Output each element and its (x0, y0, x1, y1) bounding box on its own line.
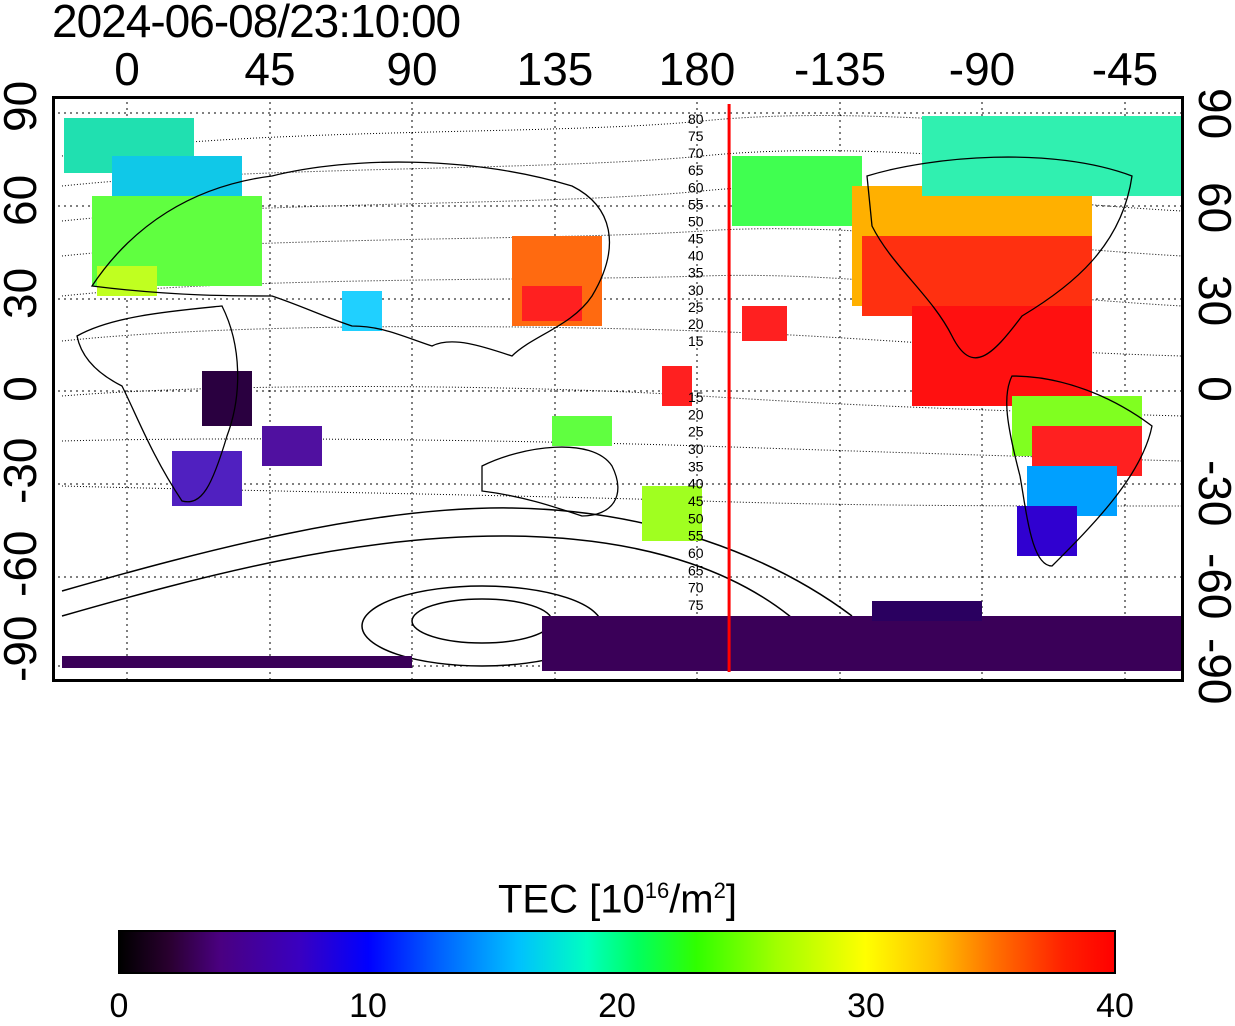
colorbar-gradient (118, 930, 1116, 974)
contour-label: 45 (688, 231, 704, 247)
timestamp-title: 2024-06-08/23:10:00 (52, 0, 461, 47)
x-tick-top: -135 (793, 43, 887, 95)
y-tick-right: 90 (1189, 88, 1235, 140)
colorbar-title-close: ] (725, 877, 737, 922)
colorbar-tick: 0 (109, 987, 129, 1025)
colorbar-tick: 40 (1096, 987, 1134, 1025)
y-tick-left: 60 (0, 174, 46, 226)
contour-label: 15 (688, 389, 704, 405)
y-tick-right: 0 (1189, 367, 1235, 411)
colorbar-tick: 10 (349, 987, 387, 1025)
contour-label: 30 (688, 441, 704, 457)
y-tick-left: 30 (0, 267, 46, 319)
contour-labels: 8075706560555045403530252015152025303540… (688, 111, 704, 613)
contour-label: 65 (688, 162, 704, 178)
colorbar-title-main: TEC [10 (497, 877, 645, 922)
colorbar-title-unit-exponent: 2 (713, 878, 726, 903)
tec-data-regions (62, 116, 1182, 671)
contour-label: 25 (688, 424, 704, 440)
contour-label: 55 (688, 196, 704, 212)
contour-label: 30 (688, 282, 704, 298)
contour-label: 20 (688, 406, 704, 422)
contour-label: 60 (688, 179, 704, 195)
y-tick-right: 30 (1189, 275, 1235, 327)
x-tick-top: 90 (386, 43, 438, 95)
x-tick-top: 180 (658, 43, 736, 95)
x-tick-top: 0 (114, 43, 140, 95)
colorbar-tick: 20 (598, 987, 636, 1025)
y-tick-right: 60 (1189, 182, 1235, 234)
contour-label: 40 (688, 476, 704, 492)
colorbar-title-unit: /m (669, 877, 714, 922)
south-pole-contours (61, 507, 853, 667)
contour-label: 70 (688, 145, 704, 161)
contour-label: 15 (688, 333, 704, 349)
x-tick-top: -45 (1091, 43, 1159, 95)
contour-label: 35 (688, 458, 704, 474)
y-tick-right: -90 (1189, 638, 1235, 705)
contour-label: 70 (688, 580, 704, 596)
colorbar-tick: 30 (847, 987, 885, 1025)
y-tick-left: 0 (0, 367, 46, 411)
contour-label: 40 (688, 248, 704, 264)
y-tick-left: -30 (0, 437, 46, 504)
coastlines (76, 156, 1153, 567)
y-tick-left: -90 (0, 615, 46, 682)
x-tick-top: 135 (516, 43, 594, 95)
contour-label: 65 (688, 562, 704, 578)
contour-label: 60 (688, 545, 704, 561)
colorbar-title: TEC [1016/m2] (0, 868, 1235, 922)
contour-label: 75 (688, 128, 704, 144)
contour-label: 45 (688, 493, 704, 509)
y-tick-left: -60 (0, 530, 46, 597)
y-tick-right: -30 (1189, 460, 1235, 527)
contour-label: 75 (688, 597, 704, 613)
contour-label: 25 (688, 299, 704, 315)
y-tick-left: 90 (0, 80, 46, 132)
contour-label: 80 (688, 111, 704, 127)
contour-label: 35 (688, 265, 704, 281)
map-frame (52, 96, 1184, 682)
colorbar-title-exponent: 16 (644, 878, 670, 903)
contour-label: 50 (688, 213, 704, 229)
contour-label: 20 (688, 316, 704, 332)
y-tick-right: -60 (1189, 553, 1235, 620)
contour-label: 50 (688, 510, 704, 526)
x-tick-top: 45 (244, 43, 296, 95)
x-tick-top: -90 (948, 43, 1016, 95)
contour-label: 55 (688, 528, 704, 544)
tec-map: 8075706560555045403530252015152025303540… (52, 96, 1184, 682)
